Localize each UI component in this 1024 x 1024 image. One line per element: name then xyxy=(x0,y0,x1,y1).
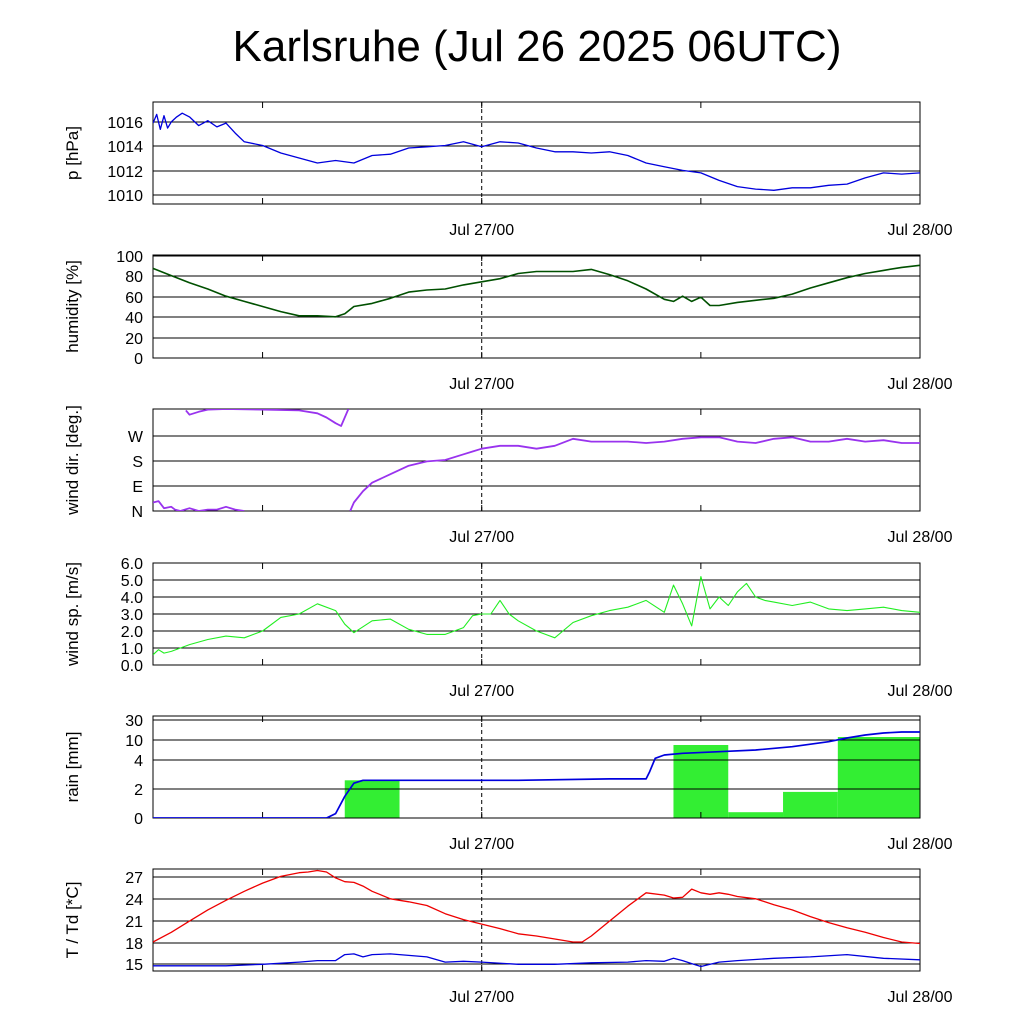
y-tick-label: S xyxy=(132,454,143,471)
y-tick-label: 1012 xyxy=(107,164,143,181)
x-tick-label: Jul 28/00 xyxy=(888,683,953,700)
x-tick-label: Jul 27/00 xyxy=(449,529,514,546)
plot-frame xyxy=(152,562,921,666)
y-tick-label: N xyxy=(131,504,143,521)
rain-panel: 0 2 4 10 30 Jul 27/00 Jul 28/00 rain [mm] xyxy=(63,713,953,853)
rain-bar xyxy=(673,745,729,818)
y-tick-label: 1.0 xyxy=(121,641,143,658)
y-tick-label: 24 xyxy=(125,892,143,909)
x-tick-label: Jul 28/00 xyxy=(888,836,953,853)
y-tick-label: 1014 xyxy=(107,139,143,156)
y-tick-label: 2.0 xyxy=(121,624,143,641)
plot-frame xyxy=(152,715,921,819)
y-axis-title: wind sp. [m/s] xyxy=(63,562,82,667)
y-tick-label: 5.0 xyxy=(121,573,143,590)
plot-frame xyxy=(152,408,921,512)
y-tick-label: 2 xyxy=(134,782,143,799)
y-tick-label: 4.0 xyxy=(121,590,143,607)
y-tick-label: 3.0 xyxy=(121,607,143,624)
y-axis-title: rain [mm] xyxy=(63,732,82,803)
y-tick-label: 10 xyxy=(125,733,143,750)
humidity-series-line xyxy=(153,264,920,318)
rain-bar xyxy=(344,780,400,818)
y-tick-label: 30 xyxy=(125,713,143,730)
humidity-panel: 0 20 40 60 80 100 Jul 27/00 Jul 28/00 humidity [… xyxy=(63,249,953,393)
y-tick-label: 100 xyxy=(116,249,143,266)
rain-series-line xyxy=(153,731,920,818)
rain-bar xyxy=(837,737,920,818)
y-tick-label: 0 xyxy=(134,351,143,368)
y-tick-label: 1016 xyxy=(107,115,143,132)
y-tick-label: 80 xyxy=(125,269,143,286)
temperature-series-line xyxy=(153,953,920,968)
y-axis-title: humidity [%] xyxy=(63,260,82,353)
y-tick-label: W xyxy=(128,429,144,446)
wind_sp-series-line xyxy=(153,576,920,656)
wind_sp-panel: 0.01.02.03.04.05.06.0 Jul 27/00 Jul 28/00 w… xyxy=(63,556,953,700)
x-tick-label: Jul 27/00 xyxy=(449,989,514,1006)
wind_dir-series-line xyxy=(185,409,350,427)
temperature-series-line xyxy=(153,869,920,945)
plot-frame xyxy=(152,868,921,972)
pressure-series-line xyxy=(153,112,920,191)
y-tick-label: 21 xyxy=(125,914,143,931)
y-tick-label: 27 xyxy=(125,870,143,887)
pressure-panel: 1010 1012 1014 1016 Jul 27/00 Jul 28/00 p [hPa… xyxy=(63,101,953,239)
x-tick-label: Jul 27/00 xyxy=(449,222,514,239)
y-axis-title: T / Td [*C] xyxy=(63,882,82,959)
y-tick-label: 0.0 xyxy=(121,658,143,675)
wind_dir-series-line xyxy=(349,436,920,511)
plot-frame xyxy=(152,101,921,205)
x-tick-label: Jul 28/00 xyxy=(888,222,953,239)
x-tick-label: Jul 27/00 xyxy=(449,836,514,853)
x-tick-label: Jul 27/00 xyxy=(449,376,514,393)
y-tick-label: 20 xyxy=(125,331,143,348)
y-axis-title: wind dir. [deg.] xyxy=(63,405,82,516)
x-tick-label: Jul 28/00 xyxy=(888,376,953,393)
y-tick-label: 40 xyxy=(125,310,143,327)
y-tick-label: E xyxy=(132,479,143,496)
page-title: Karlsruhe (Jul 26 2025 06UTC) xyxy=(232,22,842,71)
y-axis-title: p [hPa] xyxy=(63,126,82,180)
plot-frame xyxy=(152,254,921,359)
y-tick-label: 18 xyxy=(125,936,143,953)
x-tick-label: Jul 28/00 xyxy=(888,529,953,546)
y-tick-label: 0 xyxy=(134,811,143,828)
temperature-panel: 15 18 21 24 27 Jul 27/00 Jul 28/00 T / Td [*C] xyxy=(63,868,953,1006)
rain-bar xyxy=(783,791,838,818)
y-tick-label: 6.0 xyxy=(121,556,143,573)
x-tick-label: Jul 27/00 xyxy=(449,683,514,700)
rain-bar xyxy=(728,812,784,818)
wind_dir-series-line xyxy=(153,500,245,511)
y-tick-label: 4 xyxy=(134,753,143,770)
y-tick-label: 15 xyxy=(125,957,143,974)
x-tick-label: Jul 28/00 xyxy=(888,989,953,1006)
y-tick-label: 60 xyxy=(125,290,143,307)
y-tick-label: 1010 xyxy=(107,188,143,205)
